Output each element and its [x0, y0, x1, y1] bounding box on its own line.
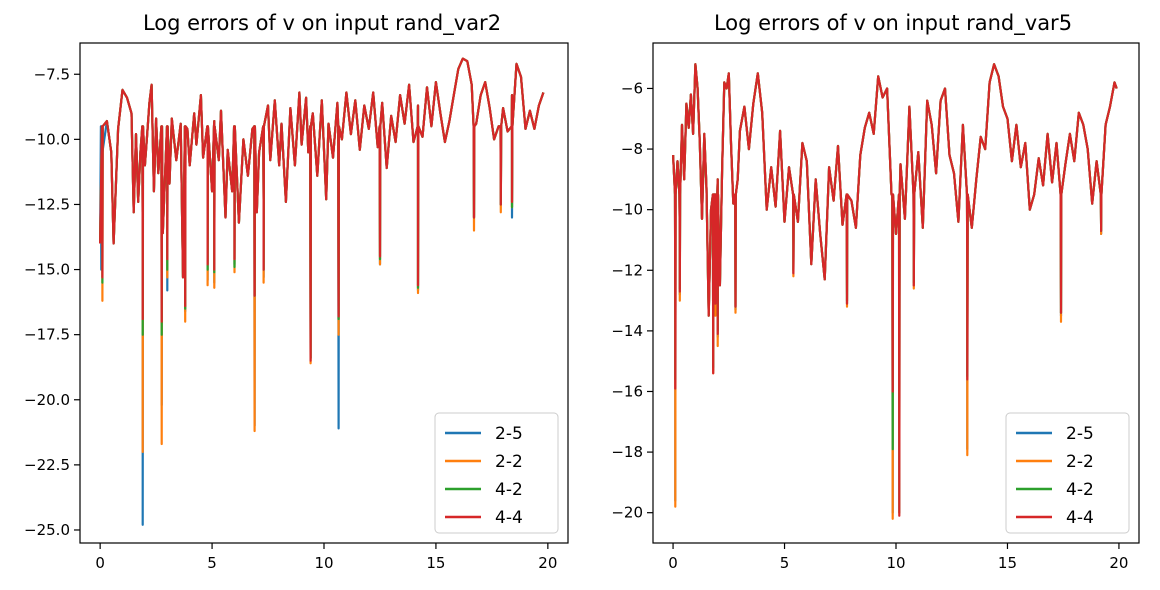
x-tick-label: 0 [95, 554, 105, 572]
x-tick-label: 5 [207, 554, 217, 572]
legend-label: 2-2 [1066, 452, 1094, 472]
y-tick-label: −6 [621, 79, 643, 97]
axes-frame [79, 42, 569, 544]
legend-label: 4-2 [495, 480, 523, 500]
legend-label: 4-2 [1066, 480, 1094, 500]
legend-box [1005, 412, 1130, 534]
legend-label: 4-4 [495, 508, 523, 528]
series-lines [672, 63, 1118, 520]
series-line-4-4 [672, 63, 1118, 517]
axes-frame [652, 42, 1140, 544]
y-tick-label: −22.5 [24, 456, 70, 474]
x-tick-label: 0 [668, 554, 678, 572]
series-lines [99, 57, 545, 526]
legend-label: 4-4 [1066, 508, 1094, 528]
x-tick-label: 10 [886, 554, 905, 572]
chart-panel-right: Log errors of v on input rand_var5 0 5 10 1… [611, 11, 1140, 572]
y-tick-label: −10.0 [24, 130, 70, 148]
legend-label: 2-2 [495, 452, 523, 472]
y-tick-label: −20.0 [24, 391, 70, 409]
y-tick-label: −7.5 [34, 65, 70, 83]
x-tick-label: 15 [426, 554, 445, 572]
legend: 2-5 2-2 4-2 4-4 [434, 412, 559, 534]
x-tick-label: 5 [780, 554, 790, 572]
y-tick-label: −12 [611, 261, 643, 279]
y-tick-label: −12.5 [24, 195, 70, 213]
legend-box [434, 412, 559, 534]
y-tick-label: −20 [611, 504, 643, 522]
y-tick-label: −8 [621, 140, 643, 158]
legend-label: 2-5 [1066, 424, 1094, 444]
y-tick-label: −15.0 [24, 261, 70, 279]
x-tick-label: 15 [998, 554, 1017, 572]
x-tick-label: 20 [1109, 554, 1128, 572]
y-tick-label: −17.5 [24, 326, 70, 344]
y-tick-label: −10 [611, 201, 643, 219]
y-tick-label: −14 [611, 322, 643, 340]
axis-ticks: 0 5 10 15 20 −20 −18 −16 −14 −12 −10 −8 −6 [611, 79, 1128, 572]
legend: 2-5 2-2 4-2 4-4 [1005, 412, 1130, 534]
y-tick-label: −18 [611, 443, 643, 461]
x-tick-label: 10 [314, 554, 333, 572]
x-tick-label: 20 [538, 554, 557, 572]
legend-label: 2-5 [495, 424, 523, 444]
chart-title: Log errors of v on input rand_var2 [143, 11, 501, 36]
axis-ticks: 0 5 10 15 20 −25.0 −22.5 −20.0 −17.5 −15.0 −12.5 −1… [24, 65, 557, 572]
series-line-4-4 [99, 57, 545, 362]
chart-panel-left: Log errors of v on input rand_var2 0 5 10 1… [24, 11, 569, 572]
y-tick-label: −25.0 [24, 521, 70, 539]
chart-title: Log errors of v on input rand_var5 [714, 11, 1072, 36]
y-tick-label: −16 [611, 382, 643, 400]
